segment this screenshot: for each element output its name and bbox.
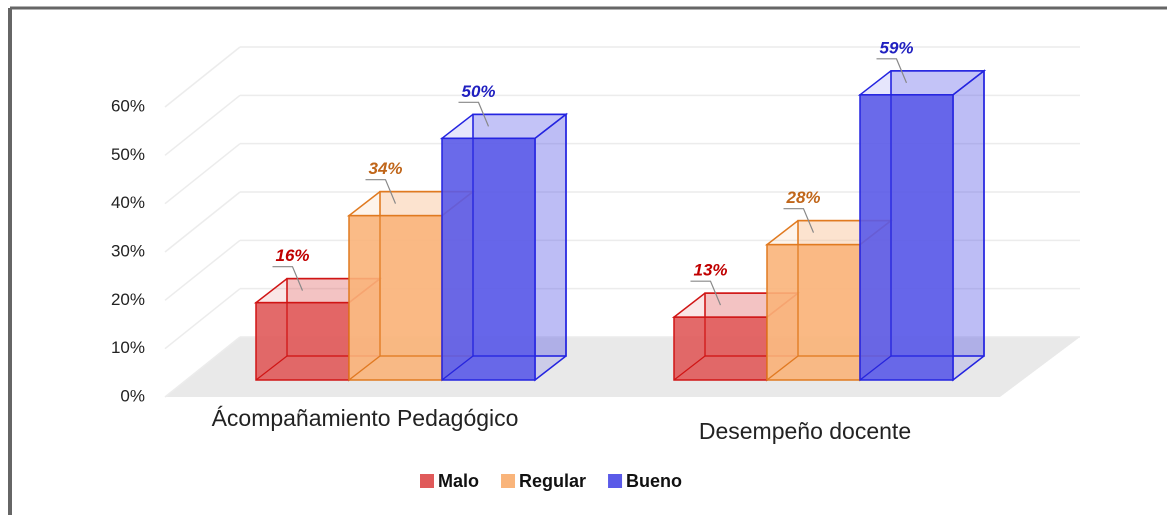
bar: [348, 214, 443, 381]
y-tick-label: 40%: [111, 193, 145, 212]
value-label: 50%: [461, 82, 495, 101]
y-tick-label: 20%: [111, 290, 145, 309]
grid-line-side: [164, 336, 241, 398]
bar-edge: [255, 355, 288, 381]
leader-line: [458, 101, 490, 127]
grid-line-side: [164, 94, 241, 156]
legend-label: Bueno: [626, 471, 682, 491]
bar: [441, 137, 536, 381]
bar-edge: [673, 355, 706, 381]
grid-line-side: [164, 239, 241, 301]
leader-line: [690, 280, 722, 306]
y-tick-label: 50%: [111, 145, 145, 164]
leader-line: [783, 208, 815, 233]
legend-swatch: [501, 474, 516, 488]
grid-line-side: [164, 288, 241, 350]
value-label: 13%: [693, 261, 727, 280]
y-tick-label: 10%: [111, 338, 145, 357]
x-tick-label: Ácompañamiento Pedagógico: [212, 405, 519, 431]
bar: [766, 243, 861, 381]
leader-line: [876, 58, 908, 84]
bar-side: [952, 69, 985, 382]
bar: [255, 301, 350, 381]
leader-line: [365, 179, 397, 204]
leader-line: [272, 266, 304, 291]
bar-edge: [766, 355, 799, 381]
bar-edge: [348, 355, 381, 381]
bar-edge: [441, 355, 474, 381]
grid-line-side: [164, 143, 241, 205]
legend-swatch: [420, 474, 434, 488]
y-tick-label: 30%: [111, 241, 145, 260]
bar: [859, 94, 954, 381]
value-label: 59%: [879, 38, 913, 57]
x-tick-label: Desempeño docente: [699, 418, 911, 444]
y-tick-label: 0%: [120, 386, 145, 405]
y-tick-label: 60%: [111, 96, 145, 115]
value-label: 28%: [785, 188, 820, 207]
bar: [673, 316, 768, 381]
value-label: 34%: [368, 159, 402, 178]
bar-side: [534, 112, 567, 382]
legend-label: Malo: [438, 471, 479, 491]
legend-label: Regular: [519, 471, 586, 491]
legend-swatch: [608, 474, 623, 488]
grid-line-side: [164, 46, 241, 108]
grid-line-side: [164, 191, 241, 253]
bar-edge: [859, 355, 892, 381]
value-label: 16%: [275, 246, 309, 265]
